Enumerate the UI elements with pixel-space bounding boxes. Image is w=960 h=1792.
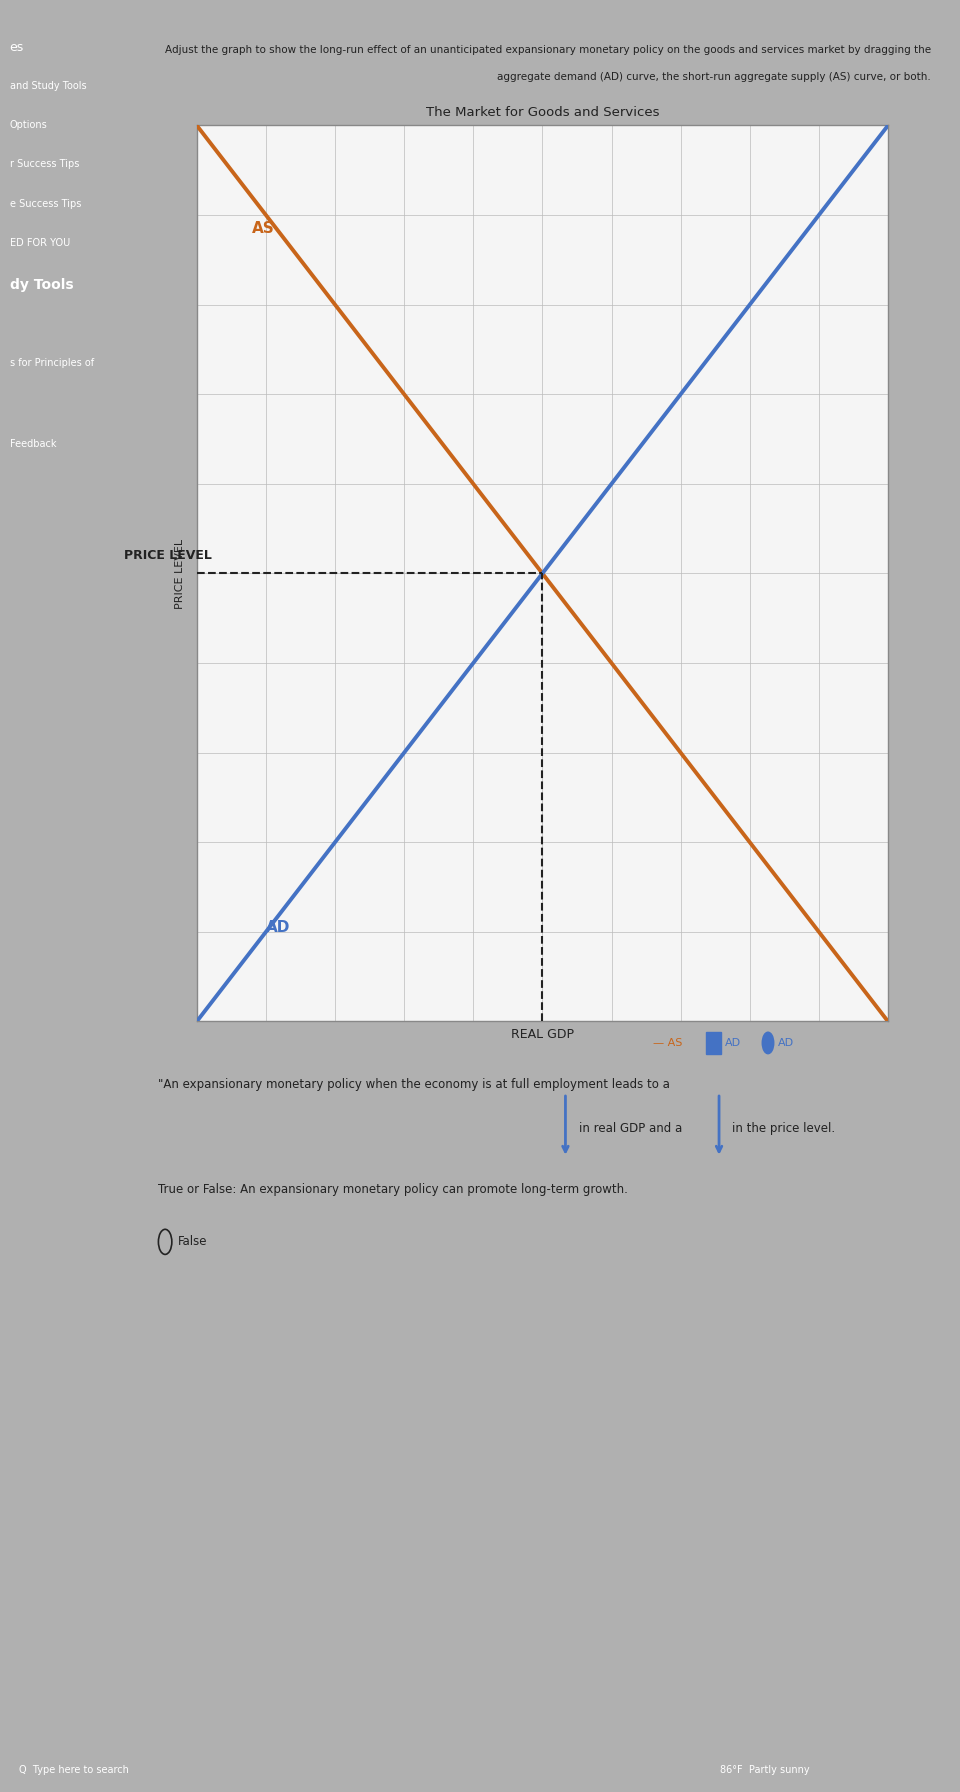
Text: — AS: — AS — [653, 1038, 683, 1048]
Text: Options: Options — [10, 120, 47, 131]
Text: AD: AD — [725, 1038, 741, 1048]
Text: Adjust the graph to show the long-run effect of an unanticipated expansionary mo: Adjust the graph to show the long-run ef… — [165, 45, 931, 56]
Text: ED FOR YOU: ED FOR YOU — [10, 238, 70, 249]
Text: Q  Type here to search: Q Type here to search — [19, 1765, 129, 1776]
Text: False: False — [178, 1235, 207, 1249]
Text: 86°F  Partly sunny: 86°F Partly sunny — [720, 1765, 809, 1776]
Text: in the price level.: in the price level. — [732, 1122, 835, 1136]
Text: Feedback: Feedback — [10, 439, 56, 450]
Text: r Success Tips: r Success Tips — [10, 159, 79, 170]
Text: AD: AD — [266, 919, 290, 935]
Text: PRICE LEVEL: PRICE LEVEL — [124, 548, 212, 563]
Text: "An expansionary monetary policy when the economy is at full employment leads to: "An expansionary monetary policy when th… — [158, 1077, 670, 1091]
Text: AS: AS — [252, 220, 275, 237]
Text: s for Principles of: s for Principles of — [10, 358, 94, 369]
Text: and Study Tools: and Study Tools — [10, 81, 86, 91]
Text: es: es — [10, 41, 24, 54]
Text: aggregate demand (AD) curve, the short-run aggregate supply (AS) curve, or both.: aggregate demand (AD) curve, the short-r… — [497, 72, 931, 82]
Text: PRICE LEVEL: PRICE LEVEL — [176, 538, 185, 609]
Text: in real GDP and a: in real GDP and a — [579, 1122, 683, 1136]
Text: e Success Tips: e Success Tips — [10, 199, 81, 210]
Text: True or False: An expansionary monetary policy can promote long-term growth.: True or False: An expansionary monetary … — [158, 1183, 628, 1195]
X-axis label: REAL GDP: REAL GDP — [511, 1029, 574, 1041]
Text: AD: AD — [778, 1038, 794, 1048]
Title: The Market for Goods and Services: The Market for Goods and Services — [425, 106, 660, 118]
Text: dy Tools: dy Tools — [10, 278, 73, 292]
